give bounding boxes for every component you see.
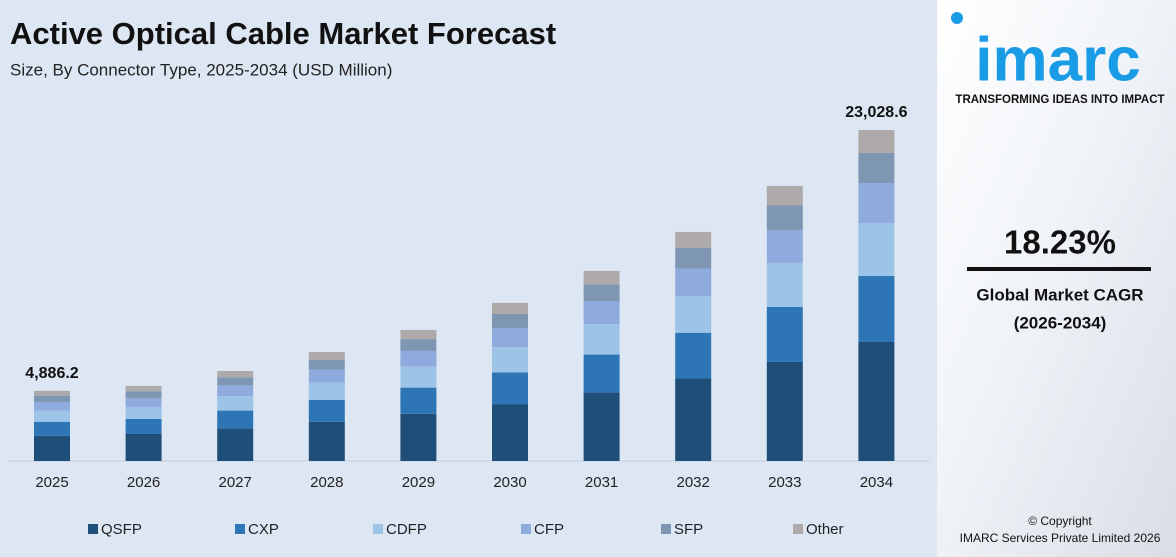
chart-subtitle: Size, By Connector Type, 2025-2034 (USD … — [10, 60, 392, 79]
x-tick-label: 2025 — [35, 474, 68, 491]
bar-segment — [308, 351, 345, 360]
bar-segment — [308, 399, 345, 422]
bar-segment — [400, 413, 437, 461]
bar-segment — [217, 377, 254, 386]
bar-segment — [675, 296, 712, 333]
bar-segment — [583, 284, 620, 302]
bar-segment — [858, 183, 895, 223]
x-tick-label: 2030 — [493, 474, 526, 491]
bar-segment — [583, 301, 620, 325]
sidebar-background — [937, 0, 1176, 557]
bar-segment — [217, 370, 254, 378]
bar-segment — [308, 369, 345, 383]
chart-title: Active Optical Cable Market Forecast — [10, 16, 556, 51]
bar-segment — [125, 433, 162, 461]
bar-segment — [308, 382, 345, 400]
bar-segment — [492, 328, 528, 348]
x-tick-label: 2026 — [127, 474, 160, 491]
bar-segment — [125, 385, 162, 392]
bar-segment — [400, 329, 437, 340]
bar-segment — [858, 222, 895, 277]
bar-segment — [400, 339, 437, 351]
bar-segment — [400, 366, 437, 388]
x-tick-label: 2032 — [677, 474, 710, 491]
bar-segment — [766, 185, 803, 206]
legend-label: CXP — [248, 521, 279, 538]
bar-segment — [400, 350, 437, 367]
bar-segment — [766, 361, 803, 461]
bar-segment — [858, 276, 895, 342]
cagr-label: Global Market CAGR — [976, 285, 1143, 304]
legend-label: QSFP — [101, 521, 142, 538]
total-label: 4,886.2 — [25, 365, 78, 382]
bar-segment — [217, 396, 254, 411]
bar-segment — [308, 421, 345, 461]
legend-label: Other — [806, 521, 844, 538]
x-tick-label: 2033 — [768, 474, 801, 491]
cagr-value: 18.23% — [1004, 224, 1116, 261]
x-tick-label: 2034 — [860, 474, 893, 491]
bar-segment — [400, 387, 437, 414]
legend-swatch — [88, 524, 98, 534]
bar-segment — [583, 354, 620, 393]
bar-segment — [766, 229, 803, 263]
bar-segment — [675, 332, 712, 379]
bar-segment — [675, 268, 712, 297]
bar-segment — [766, 306, 803, 362]
legend-swatch — [521, 524, 531, 534]
bar-segment — [492, 372, 528, 405]
bar-segment — [583, 270, 620, 285]
x-tick-label: 2031 — [585, 474, 618, 491]
x-tick-label: 2027 — [219, 474, 252, 491]
bar-segment — [308, 359, 345, 370]
tagline: TRANSFORMING IDEAS INTO IMPACT — [955, 94, 1164, 106]
legend-swatch — [373, 524, 383, 534]
bar-segment — [492, 347, 528, 373]
legend-label: CDFP — [386, 521, 427, 538]
bar-segment — [766, 205, 803, 230]
bar-segment — [583, 324, 620, 355]
bar-segment — [125, 406, 162, 419]
bar-segment — [34, 395, 70, 403]
legend-label: CFP — [534, 521, 564, 538]
bar-segment — [34, 390, 70, 396]
bar-segment — [858, 130, 895, 153]
bar-segment — [492, 302, 528, 315]
bar-segment — [675, 231, 712, 248]
copyright: © Copyright — [1028, 514, 1092, 528]
bar-segment — [34, 410, 70, 422]
x-tick-label: 2029 — [402, 474, 435, 491]
legend-swatch — [793, 524, 803, 534]
x-tick-label: 2028 — [310, 474, 343, 491]
bar-segment — [34, 421, 70, 436]
bar-segment — [217, 385, 254, 397]
cagr-rule — [967, 267, 1151, 271]
legend-label: SFP — [674, 521, 703, 538]
bar-segment — [125, 397, 162, 407]
logo-dot — [951, 12, 963, 24]
bar-segment — [675, 247, 712, 269]
bar-segment — [492, 404, 528, 461]
bar-segment — [492, 314, 528, 329]
legend-swatch — [235, 524, 245, 534]
bar-segment — [34, 402, 70, 411]
company: IMARC Services Private Limited 2026 — [960, 531, 1161, 545]
logo: imarc — [975, 25, 1140, 94]
bar-segment — [675, 378, 712, 461]
cagr-period: (2026-2034) — [1014, 313, 1107, 332]
bar-segment — [766, 262, 803, 307]
bar-segment — [583, 392, 620, 461]
legend-swatch — [661, 524, 671, 534]
bar-segment — [34, 435, 70, 461]
bar-segment — [217, 410, 254, 429]
total-label: 23,028.6 — [845, 104, 907, 121]
bar-segment — [858, 341, 895, 461]
bar-segment — [125, 391, 162, 398]
bar-segment — [858, 152, 895, 184]
bar-segment — [217, 428, 254, 461]
bar-segment — [125, 418, 162, 434]
